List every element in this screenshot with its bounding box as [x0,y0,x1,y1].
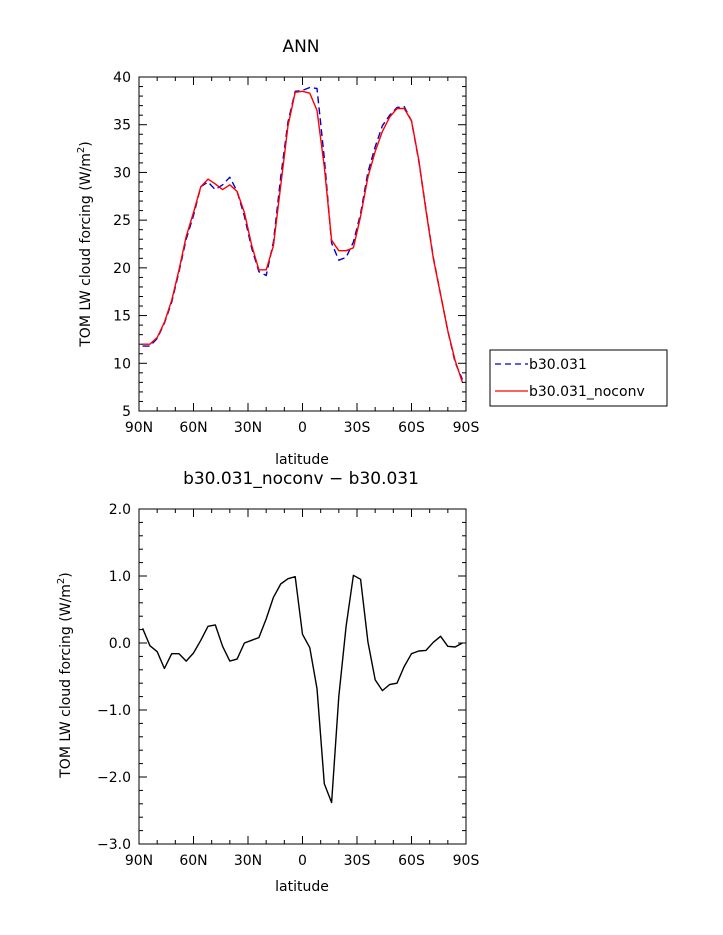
legend-label-b30-031-noconv: b30.031_noconv [529,384,645,400]
bottom-x-tick-label: 30S [344,853,371,869]
bottom-y-tick-label: 0.0 [109,636,131,652]
top-x-axis-label: latitude [275,452,329,468]
top-x-tick-label: 60N [179,420,207,436]
bottom-y-axis-label: TOM LW cloud forcing (W/m2) [56,572,74,779]
bottom-y-tick-label: −1.0 [97,703,131,719]
top-y-tick-label: 40 [113,70,131,86]
bottom-chart: b30.031_noconv − b30.031 90N 60N 30N 0 30S 60… [56,469,479,895]
bottom-y-tick-label: −2.0 [97,770,131,786]
bottom-x-tick-label: 60S [398,853,425,869]
top-y-axis-label-superscript: 2 [76,147,87,153]
top-chart: ANN 90N 60N 30N 0 30S 60S 90S 5 10 15 20 25 30 35 40 l… [76,37,668,468]
legend-label-b30-031: b30.031 [529,357,587,373]
top-y-tick-label: 30 [113,165,131,181]
top-x-tick-label: 30N [234,420,262,436]
top-y-tick-label: 15 [113,309,131,325]
bottom-x-axis-label: latitude [275,879,329,895]
bottom-plot-frame [138,508,467,845]
top-y-tick-label: 35 [113,118,131,134]
bottom-x-tick-label: 0 [298,853,307,869]
bottom-x-tick-label: 90S [453,853,480,869]
top-y-tick-label: 25 [113,213,131,229]
bottom-y-tick-label: 2.0 [109,502,131,518]
bottom-axis-ticks: 90N 60N 30N 0 30S 60S 90S −3.0 −2.0 −1.0 0.0 1.0 2.0 [97,502,479,869]
legend: b30.031 b30.031_noconv [489,349,668,407]
bottom-chart-title: b30.031_noconv − b30.031 [183,469,419,489]
top-series-line-b30-031 [142,86,464,380]
top-y-tick-label: 10 [113,356,131,372]
top-series-line-b30-031-noconv [142,90,464,383]
top-x-tick-label: 0 [298,420,307,436]
bottom-x-tick-label: 60N [179,853,207,869]
top-x-tick-label: 90N [125,420,153,436]
top-y-tick-label: 5 [122,404,131,420]
top-x-tick-label: 90S [453,420,480,436]
bottom-y-tick-label: −3.0 [97,837,131,853]
top-plot-area [142,86,464,383]
top-plot-frame [138,76,467,412]
bottom-series-line-difference [141,574,463,804]
top-x-tick-label: 30S [344,420,371,436]
bottom-y-tick-label: 1.0 [109,569,131,585]
top-axis-ticks: 90N 60N 30N 0 30S 60S 90S 5 10 15 20 25 30 35 40 [113,70,479,436]
bottom-y-axis-label-superscript: 2 [56,578,67,584]
bottom-x-tick-label: 30N [234,853,262,869]
top-x-tick-label: 60S [398,420,425,436]
legend-box [489,349,668,407]
top-y-tick-label: 20 [113,261,131,277]
bottom-x-tick-label: 90N [125,853,153,869]
top-y-axis-label: TOM LW cloud forcing (W/m2) [76,141,94,348]
bottom-plot-area [141,574,463,804]
top-chart-title: ANN [282,37,319,57]
